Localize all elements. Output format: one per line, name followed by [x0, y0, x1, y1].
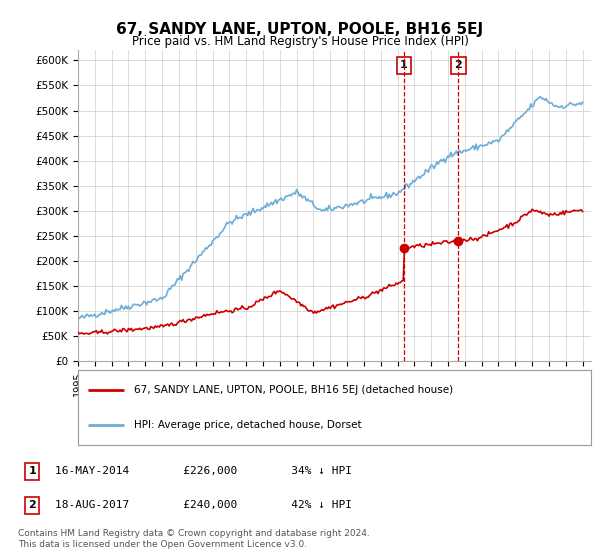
Text: Price paid vs. HM Land Registry's House Price Index (HPI): Price paid vs. HM Land Registry's House …	[131, 35, 469, 48]
Text: Contains HM Land Registry data © Crown copyright and database right 2024.
This d: Contains HM Land Registry data © Crown c…	[18, 529, 370, 549]
Text: 1: 1	[28, 466, 36, 476]
Text: 16-MAY-2014        £226,000        34% ↓ HPI: 16-MAY-2014 £226,000 34% ↓ HPI	[55, 466, 352, 476]
Text: 18-AUG-2017        £240,000        42% ↓ HPI: 18-AUG-2017 £240,000 42% ↓ HPI	[55, 501, 352, 510]
Text: 1: 1	[400, 60, 407, 71]
Text: HPI: Average price, detached house, Dorset: HPI: Average price, detached house, Dors…	[134, 420, 362, 430]
Text: 67, SANDY LANE, UPTON, POOLE, BH16 5EJ (detached house): 67, SANDY LANE, UPTON, POOLE, BH16 5EJ (…	[134, 385, 454, 395]
Text: 67, SANDY LANE, UPTON, POOLE, BH16 5EJ: 67, SANDY LANE, UPTON, POOLE, BH16 5EJ	[116, 22, 484, 38]
Text: 2: 2	[455, 60, 463, 71]
Text: 2: 2	[28, 501, 36, 510]
